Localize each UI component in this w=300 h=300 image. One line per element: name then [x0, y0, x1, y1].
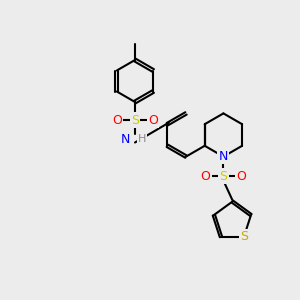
Text: H: H	[138, 134, 146, 145]
Text: O: O	[148, 113, 158, 127]
Text: N: N	[219, 150, 228, 163]
Text: S: S	[131, 113, 139, 127]
Text: O: O	[236, 169, 246, 183]
Text: O: O	[200, 169, 210, 183]
Text: S: S	[240, 230, 248, 243]
Text: S: S	[219, 169, 227, 183]
Text: N: N	[121, 133, 130, 146]
Text: O: O	[112, 113, 122, 127]
